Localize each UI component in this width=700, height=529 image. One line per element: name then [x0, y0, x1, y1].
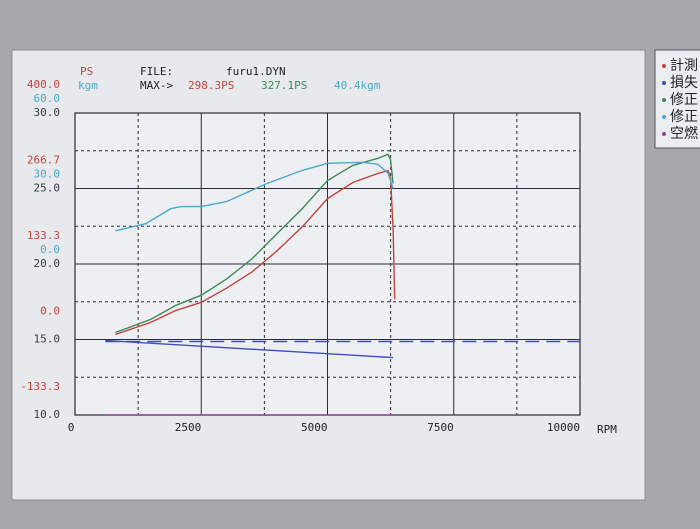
y-axis-title: PS: [80, 65, 93, 78]
legend-label: 空燃: [670, 125, 698, 142]
max-value: 298.3PS: [188, 79, 234, 92]
y3-tick-label: 30.0: [34, 106, 61, 119]
legend-marker: [662, 115, 666, 119]
y-tick-label: -133.3: [20, 380, 60, 393]
max-value: 327.1PS: [261, 79, 307, 92]
series-line: [115, 169, 396, 336]
series-line: [115, 153, 394, 334]
y-tick-label: 400.0: [27, 78, 60, 91]
x-tick-label: 10000: [547, 421, 580, 434]
legend-label: 損失: [670, 75, 698, 91]
series-line: [105, 339, 394, 359]
max-label: MAX->: [140, 79, 173, 92]
y3-tick-label: 10.0: [34, 408, 61, 421]
legend-marker: [662, 64, 666, 68]
y3-tick-label: 25.0: [34, 182, 61, 195]
y2-tick-label: 0.0: [40, 243, 60, 256]
x-axis-title: RPM: [597, 423, 617, 436]
max-value: 40.4kgm: [334, 79, 381, 92]
legend-marker: [662, 132, 666, 136]
x-tick-label: 2500: [175, 421, 202, 434]
y2-tick-label: 60.0: [34, 92, 61, 105]
file-label: FILE:: [140, 65, 173, 78]
legend-marker: [662, 98, 666, 102]
y-tick-label: 266.7: [27, 153, 60, 166]
y-tick-label: 133.3: [27, 229, 60, 242]
y-tick-label: 0.0: [40, 305, 60, 318]
legend-label: 計測: [670, 58, 698, 74]
x-tick-label: 5000: [301, 421, 328, 434]
legend-label: 修正: [670, 109, 698, 125]
x-tick-label: 0: [68, 421, 75, 434]
legend-label: 修正: [670, 92, 698, 108]
x-tick-label: 7500: [427, 421, 454, 434]
legend-marker: [662, 81, 666, 85]
y3-tick-label: 20.0: [34, 257, 61, 270]
y3-tick-label: 15.0: [34, 333, 61, 346]
y2-tick-label: 30.0: [34, 168, 61, 181]
y2-axis-title: kgm: [78, 79, 98, 92]
file-name: furu1.DYN: [226, 65, 286, 78]
series-line: [115, 161, 394, 232]
